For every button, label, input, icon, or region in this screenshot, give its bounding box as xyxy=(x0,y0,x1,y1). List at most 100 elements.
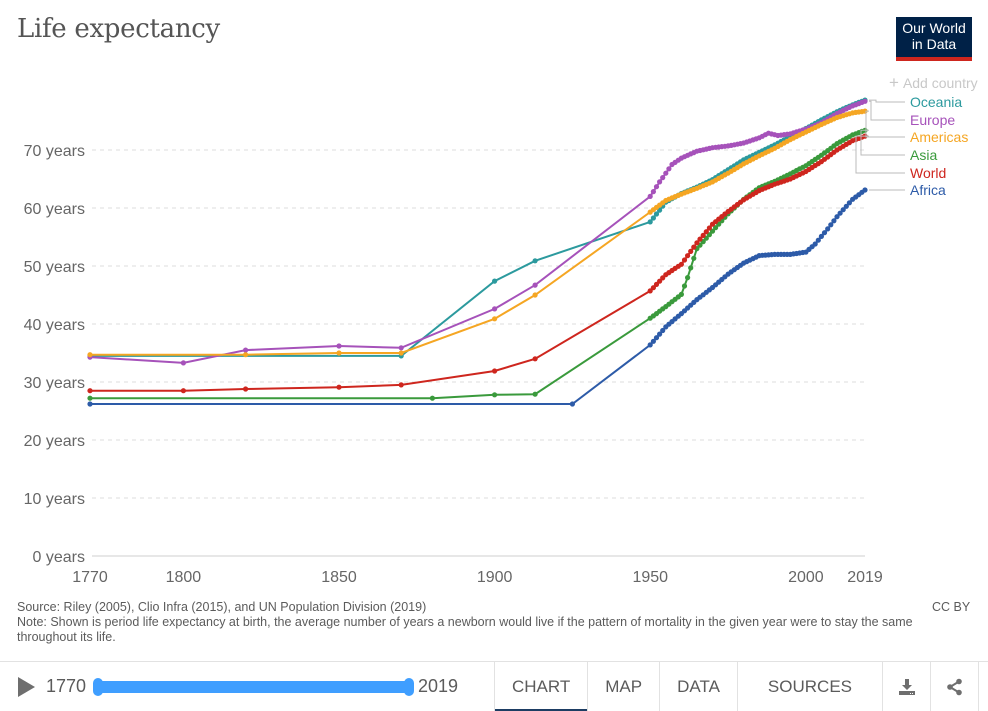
data-point[interactable] xyxy=(666,166,672,172)
data-point[interactable] xyxy=(831,218,837,224)
data-point[interactable] xyxy=(243,347,249,353)
data-point[interactable] xyxy=(398,350,404,356)
data-point[interactable] xyxy=(678,291,685,297)
series-asia[interactable] xyxy=(87,127,868,401)
data-point[interactable] xyxy=(653,184,660,190)
data-point[interactable] xyxy=(532,282,538,288)
data-point[interactable] xyxy=(532,391,538,397)
license-link[interactable]: CC BY xyxy=(932,600,971,614)
data-point[interactable] xyxy=(709,228,716,234)
data-point[interactable] xyxy=(647,342,653,348)
add-country-button[interactable]: + Add country xyxy=(889,73,978,93)
data-point[interactable] xyxy=(87,395,93,401)
tab-map[interactable]: MAP xyxy=(588,662,661,711)
data-point[interactable] xyxy=(647,219,653,225)
data-point[interactable] xyxy=(657,278,663,284)
data-point[interactable] xyxy=(492,278,498,284)
owid-logo[interactable]: Our World in Data xyxy=(896,17,972,61)
legend-label-americas[interactable]: Americas xyxy=(910,129,968,145)
legend-label-world[interactable]: World xyxy=(910,165,946,181)
data-point[interactable] xyxy=(492,306,498,312)
data-point[interactable] xyxy=(828,222,834,228)
data-point[interactable] xyxy=(688,265,694,271)
series-world[interactable] xyxy=(87,133,868,394)
legend-label-africa[interactable]: Africa xyxy=(910,182,946,198)
timeline-slider[interactable] xyxy=(93,678,414,696)
data-point[interactable] xyxy=(492,316,498,322)
data-point[interactable] xyxy=(700,232,706,238)
data-point[interactable] xyxy=(825,226,831,232)
data-point[interactable] xyxy=(243,386,249,392)
data-point[interactable] xyxy=(532,356,538,362)
data-point[interactable] xyxy=(846,200,853,206)
data-point[interactable] xyxy=(647,193,653,199)
data-point[interactable] xyxy=(653,211,660,217)
data-point[interactable] xyxy=(703,229,709,235)
share-button[interactable] xyxy=(931,662,979,711)
series-americas[interactable] xyxy=(87,108,868,358)
data-point[interactable] xyxy=(398,382,404,388)
data-point[interactable] xyxy=(336,343,342,349)
data-point[interactable] xyxy=(180,360,186,366)
data-point[interactable] xyxy=(691,244,697,250)
data-point[interactable] xyxy=(653,335,660,341)
data-point[interactable] xyxy=(650,338,657,344)
data-point[interactable] xyxy=(429,395,435,401)
data-point[interactable] xyxy=(821,230,828,236)
data-point[interactable] xyxy=(685,253,691,259)
data-point[interactable] xyxy=(681,257,688,263)
data-point[interactable] xyxy=(688,248,694,254)
series-africa[interactable] xyxy=(87,187,868,407)
data-point[interactable] xyxy=(812,241,818,247)
data-point[interactable] xyxy=(843,203,849,209)
data-point[interactable] xyxy=(650,285,657,291)
data-point[interactable] xyxy=(837,210,843,216)
play-button[interactable] xyxy=(18,677,35,697)
data-point[interactable] xyxy=(678,261,685,267)
series-line-world[interactable] xyxy=(90,135,866,392)
data-point[interactable] xyxy=(650,189,657,195)
data-point[interactable] xyxy=(336,350,342,356)
tab-data[interactable]: DATA xyxy=(660,662,738,711)
series-line-americas[interactable] xyxy=(90,110,866,356)
data-point[interactable] xyxy=(840,207,846,213)
fullscreen-button[interactable] xyxy=(979,662,988,711)
data-point[interactable] xyxy=(492,392,498,398)
data-point[interactable] xyxy=(653,281,660,287)
legend-label-oceania[interactable]: Oceania xyxy=(910,94,962,110)
data-point[interactable] xyxy=(336,384,342,390)
data-point[interactable] xyxy=(691,255,697,261)
timeline-end-handle[interactable] xyxy=(404,678,414,696)
data-point[interactable] xyxy=(532,258,538,264)
data-point[interactable] xyxy=(706,225,713,231)
data-point[interactable] xyxy=(685,275,691,281)
data-point[interactable] xyxy=(657,331,663,337)
series-line-africa[interactable] xyxy=(90,189,866,405)
tab-chart[interactable]: CHART xyxy=(495,662,589,711)
data-point[interactable] xyxy=(663,170,669,176)
data-point[interactable] xyxy=(647,288,653,294)
data-point[interactable] xyxy=(834,214,840,220)
data-point[interactable] xyxy=(398,345,404,351)
data-point[interactable] xyxy=(532,292,538,298)
legend-label-europe[interactable]: Europe xyxy=(910,112,955,128)
data-point[interactable] xyxy=(650,215,657,221)
data-point[interactable] xyxy=(660,175,666,181)
data-point[interactable] xyxy=(243,352,249,358)
data-point[interactable] xyxy=(660,275,666,281)
data-point[interactable] xyxy=(87,388,93,394)
data-point[interactable] xyxy=(180,388,186,394)
data-point[interactable] xyxy=(492,368,498,374)
data-point[interactable] xyxy=(694,240,700,246)
legend-label-asia[interactable]: Asia xyxy=(910,147,937,163)
data-point[interactable] xyxy=(681,283,688,289)
data-point[interactable] xyxy=(713,225,719,231)
data-point[interactable] xyxy=(862,187,868,193)
series-oceania[interactable] xyxy=(87,97,868,359)
timeline-start-handle[interactable] xyxy=(93,678,103,696)
tab-sources[interactable]: SOURCES xyxy=(738,662,883,711)
data-point[interactable] xyxy=(660,327,666,334)
data-point[interactable] xyxy=(815,237,821,243)
data-point[interactable] xyxy=(697,236,703,242)
data-point[interactable] xyxy=(87,352,93,358)
